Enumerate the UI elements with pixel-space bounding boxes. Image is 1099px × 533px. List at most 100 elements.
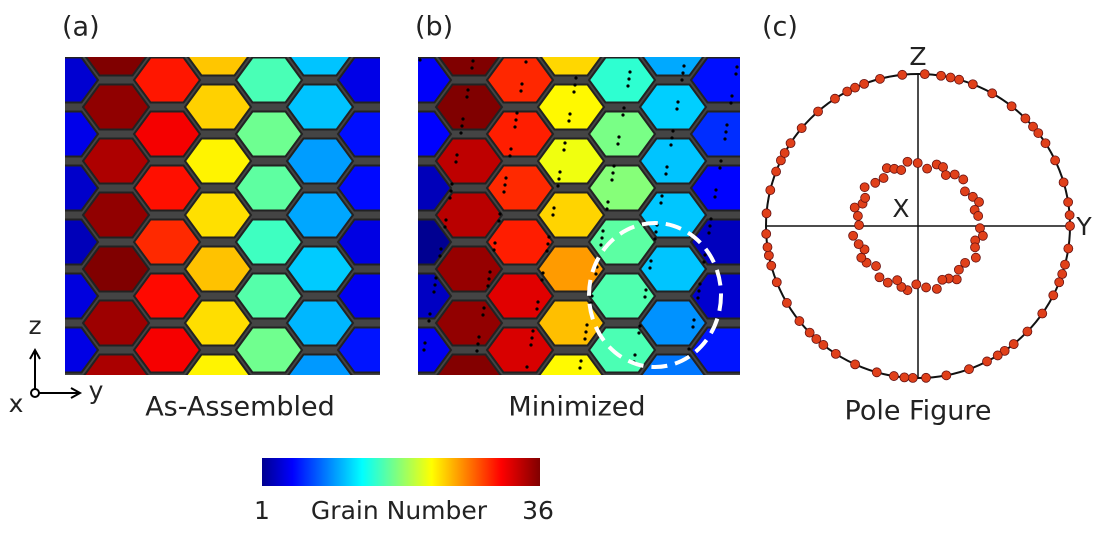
defect-atom: [486, 284, 489, 287]
defect-atom: [718, 166, 721, 169]
defect-atom: [698, 282, 701, 285]
pole-point: [1051, 156, 1060, 165]
defect-atom: [600, 236, 603, 239]
pole-point: [900, 373, 909, 382]
pole-point: [952, 275, 961, 284]
defect-atom: [531, 329, 534, 332]
defect-atom: [449, 189, 452, 192]
defect-atom: [708, 224, 711, 227]
colorbar-title: Grain Number: [311, 496, 488, 525]
defect-atom: [719, 159, 722, 162]
defect-atom: [418, 58, 421, 61]
defect-atom: [696, 296, 699, 299]
pole-point: [860, 183, 869, 192]
colorbar: [262, 458, 540, 486]
defect-atom: [626, 84, 629, 87]
pole-point: [1049, 291, 1058, 300]
defect-atom: [676, 100, 679, 103]
defect-atom: [488, 270, 491, 273]
pole-point: [1007, 102, 1016, 111]
defect-atom: [515, 111, 518, 114]
defect-atom: [519, 89, 522, 92]
defect-atom: [557, 177, 560, 180]
pole-point: [1059, 178, 1068, 187]
pole-point: [1061, 260, 1070, 269]
defect-atom: [691, 325, 694, 328]
pole-point: [814, 107, 823, 116]
defect-atom: [551, 213, 554, 216]
defect-atom: [735, 65, 738, 68]
defect-atom: [606, 200, 609, 203]
defect-atom: [546, 242, 549, 245]
panel-caption: Pole Figure: [845, 396, 992, 427]
grain: [742, 193, 808, 238]
defect-atom: [585, 323, 588, 326]
defect-atom: [670, 136, 673, 139]
pole-point: [1034, 129, 1043, 138]
defect-atom: [438, 254, 441, 257]
defect-atom: [535, 307, 538, 310]
defect-atom: [563, 141, 566, 144]
defect-atom: [725, 123, 728, 126]
defect-atom: [665, 165, 668, 168]
colorbar-min: 1: [254, 496, 270, 525]
defect-atom: [498, 212, 501, 215]
defect-atom: [520, 82, 523, 85]
defect-atom: [524, 60, 527, 63]
defect-atom: [612, 164, 615, 167]
defect-atom: [649, 259, 652, 262]
defect-atom: [568, 112, 571, 115]
defect-atom: [583, 337, 586, 340]
panel-label: (a): [62, 12, 100, 43]
pole-point: [920, 70, 929, 79]
pole-point: [875, 74, 884, 83]
defect-atom: [552, 206, 555, 209]
defect-atom: [669, 143, 672, 146]
pole-point: [1064, 198, 1073, 207]
pole-point: [1064, 244, 1073, 253]
defect-atom: [461, 117, 464, 120]
panel-label: (b): [415, 12, 453, 43]
panel-caption: As-Assembled: [145, 392, 335, 423]
defect-atom: [723, 137, 726, 140]
grain: [389, 409, 455, 454]
defect-atom: [610, 178, 613, 181]
defect-atom: [448, 196, 451, 199]
defect-atom: [540, 278, 543, 281]
pole-point: [854, 240, 863, 249]
colorbar-max: 36: [522, 496, 554, 525]
defect-atom: [470, 66, 473, 69]
grain: [134, 4, 200, 49]
defect-atom: [536, 300, 539, 303]
defect-atom: [644, 288, 647, 291]
pole-point: [913, 158, 922, 167]
defect-atom: [617, 135, 620, 138]
defect-atom: [627, 77, 630, 80]
defect-atom: [692, 318, 695, 321]
pole-point: [908, 373, 917, 382]
pole-point: [1009, 340, 1018, 349]
defect-atom: [714, 188, 717, 191]
defect-atom: [545, 249, 548, 252]
axis-label: y: [89, 376, 104, 405]
pole-point: [938, 275, 947, 284]
pole-point: [988, 89, 997, 98]
defect-atom: [450, 182, 453, 185]
panel-label: (c): [762, 12, 798, 43]
pole-point: [855, 221, 864, 230]
defect-atom: [579, 359, 582, 362]
pole-point: [872, 368, 881, 377]
pole-point: [954, 265, 963, 274]
defect-atom: [475, 349, 478, 352]
defect-atom: [734, 72, 737, 75]
pole-point: [974, 211, 983, 220]
defect-atom: [611, 171, 614, 174]
pole-point: [766, 186, 775, 195]
pole-point: [782, 298, 791, 307]
grain: [436, 409, 502, 454]
pole-point: [875, 273, 884, 282]
pole-point: [1041, 139, 1050, 148]
defect-atom: [513, 125, 516, 128]
pole-point: [959, 175, 968, 184]
pole-point: [971, 253, 980, 262]
